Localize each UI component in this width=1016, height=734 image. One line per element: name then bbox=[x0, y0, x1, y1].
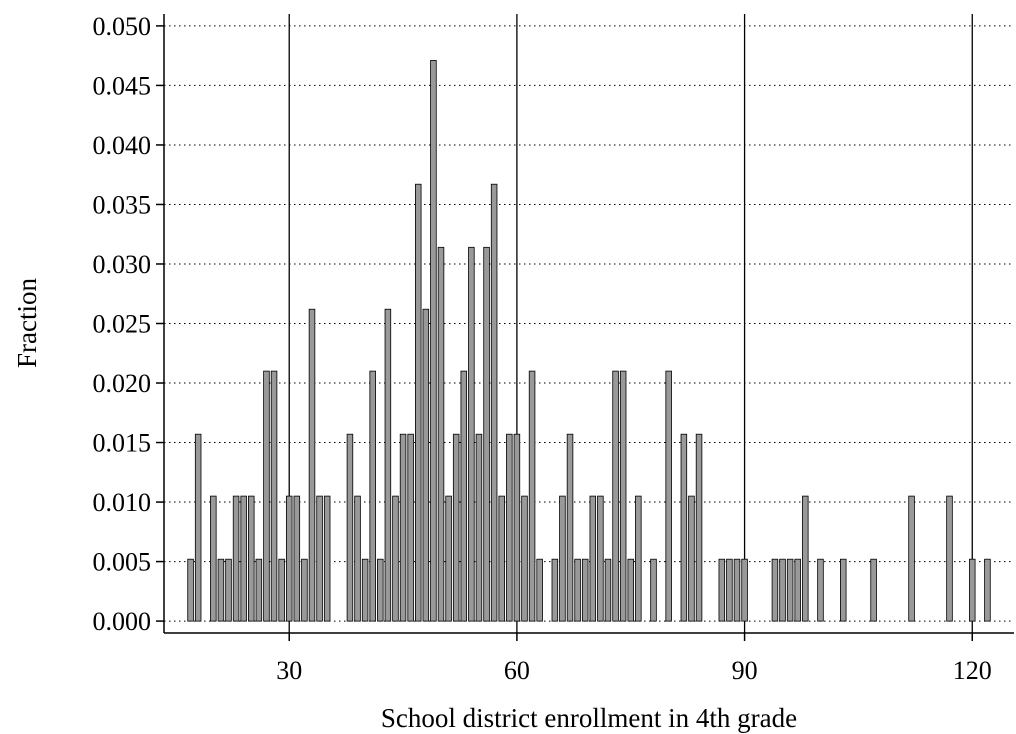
histogram-bar bbox=[384, 308, 392, 622]
histogram-bar bbox=[680, 433, 688, 622]
histogram-bar bbox=[612, 370, 619, 622]
y-tick-label: 0.050 bbox=[93, 12, 152, 41]
bars bbox=[187, 60, 991, 622]
histogram-bar bbox=[521, 495, 528, 622]
histogram-bar bbox=[437, 246, 445, 622]
histogram-bar bbox=[650, 558, 657, 622]
y-tick-label: 0.030 bbox=[93, 250, 152, 279]
histogram-bar bbox=[475, 433, 483, 622]
histogram-bar bbox=[786, 558, 794, 622]
histogram-bar bbox=[225, 558, 232, 622]
histogram-bar bbox=[346, 433, 354, 622]
histogram-bar bbox=[817, 558, 824, 622]
histogram-bar bbox=[399, 433, 407, 622]
histogram-bar bbox=[741, 558, 748, 622]
histogram-bar bbox=[771, 558, 779, 622]
histogram-bar bbox=[445, 495, 452, 622]
histogram-bar bbox=[316, 495, 323, 622]
histogram-bar bbox=[468, 246, 475, 622]
histogram-bar bbox=[483, 246, 490, 622]
histogram-bar bbox=[217, 558, 225, 622]
x-tick-label: 90 bbox=[732, 656, 758, 685]
x-tick-label: 60 bbox=[504, 656, 530, 685]
histogram-bar bbox=[969, 558, 976, 622]
histogram-bar bbox=[665, 370, 672, 622]
histogram-bar bbox=[301, 558, 308, 622]
histogram-bar bbox=[377, 558, 384, 622]
histogram-bar bbox=[566, 433, 574, 622]
histogram-bar bbox=[840, 558, 847, 622]
histogram-bar bbox=[726, 558, 733, 622]
histogram-bar bbox=[354, 495, 361, 622]
ticks: 0.000 0.005 0.010 0.015 0.020 0.025 0.030 0.035… bbox=[93, 12, 992, 685]
histogram-bar bbox=[946, 495, 953, 622]
y-axis-label: Fraction bbox=[12, 278, 42, 368]
histogram-bar bbox=[536, 558, 543, 622]
y-tick-label: 0.005 bbox=[93, 548, 152, 577]
histogram-bar bbox=[695, 433, 703, 622]
histogram-bar bbox=[248, 495, 255, 622]
histogram-bar bbox=[323, 495, 331, 622]
histogram-bar bbox=[559, 495, 566, 622]
y-tick-label: 0.025 bbox=[93, 310, 152, 339]
histogram-bar bbox=[619, 370, 627, 622]
y-tick-label: 0.035 bbox=[93, 190, 152, 219]
histogram-bar bbox=[688, 495, 695, 622]
histogram-bar bbox=[194, 433, 202, 622]
histogram-bar bbox=[513, 433, 521, 622]
histogram-bar bbox=[422, 308, 430, 622]
histogram-bar bbox=[802, 495, 809, 622]
histogram-bar bbox=[293, 495, 301, 622]
histogram-bar bbox=[908, 495, 915, 622]
histogram-bar bbox=[187, 558, 194, 622]
histogram-bar bbox=[210, 495, 217, 622]
histogram-bar bbox=[794, 558, 801, 622]
y-tick-label: 0.000 bbox=[93, 607, 152, 636]
y-tick-label: 0.015 bbox=[93, 429, 152, 458]
histogram-bar bbox=[263, 370, 270, 622]
histogram-bar bbox=[506, 433, 513, 622]
histogram-bar bbox=[528, 370, 536, 622]
histogram-bar bbox=[718, 558, 726, 622]
histogram-bar bbox=[430, 60, 437, 622]
histogram-bar bbox=[240, 495, 247, 622]
histogram-bar bbox=[270, 370, 278, 622]
histogram-bar bbox=[597, 495, 604, 622]
histogram-bar bbox=[255, 558, 263, 622]
histogram-bar bbox=[285, 495, 293, 622]
histogram-bar bbox=[414, 183, 422, 622]
y-tick-label: 0.040 bbox=[93, 131, 152, 160]
histogram-bar bbox=[627, 558, 634, 622]
histogram-bar bbox=[407, 433, 414, 622]
histogram-bar bbox=[452, 433, 460, 622]
x-axis-label: School district enrollment in 4th grade bbox=[381, 703, 797, 733]
y-tick-label: 0.045 bbox=[93, 71, 152, 100]
histogram-bar bbox=[984, 558, 991, 622]
histogram-bar bbox=[460, 370, 468, 622]
histogram-bar bbox=[581, 558, 589, 622]
histogram-bar bbox=[308, 308, 316, 622]
histogram-bar bbox=[369, 370, 376, 622]
x-tick-label: 30 bbox=[276, 656, 302, 685]
y-tick-label: 0.020 bbox=[93, 369, 152, 398]
histogram-bar bbox=[574, 558, 581, 622]
histogram-bar bbox=[870, 558, 877, 622]
histogram-bar bbox=[551, 558, 559, 622]
histogram-bar bbox=[361, 558, 369, 622]
x-tick-label: 120 bbox=[953, 656, 992, 685]
histogram-bar bbox=[232, 495, 240, 622]
histogram-bar bbox=[278, 558, 285, 622]
histogram-bar bbox=[490, 183, 498, 622]
histogram-bar bbox=[779, 558, 786, 622]
histogram-bar bbox=[733, 558, 741, 622]
histogram-bar bbox=[604, 558, 612, 622]
histogram-bar bbox=[635, 495, 642, 622]
histogram-bar bbox=[589, 495, 597, 622]
histogram-bar bbox=[498, 495, 505, 622]
y-tick-label: 0.010 bbox=[93, 488, 152, 517]
histogram-bar bbox=[392, 495, 399, 622]
